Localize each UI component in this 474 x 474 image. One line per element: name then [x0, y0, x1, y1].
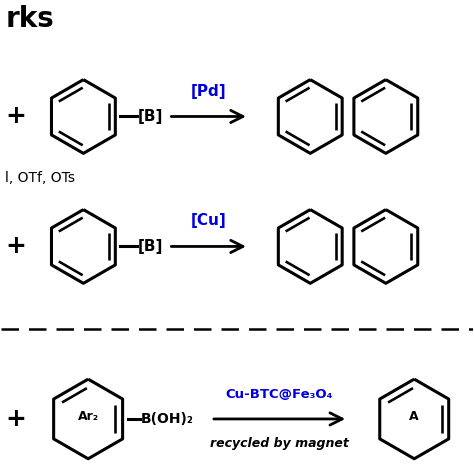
Text: +: +: [5, 235, 26, 258]
Text: A: A: [410, 410, 419, 423]
Text: B(OH)₂: B(OH)₂: [141, 412, 194, 426]
Text: Ar₂: Ar₂: [78, 410, 99, 423]
Text: [B]: [B]: [138, 239, 164, 254]
Text: +: +: [5, 104, 26, 128]
Text: [B]: [B]: [138, 109, 164, 124]
Text: recycled by magnet: recycled by magnet: [210, 437, 349, 450]
Text: l, OTf, OTs: l, OTf, OTs: [5, 171, 75, 185]
Text: +: +: [5, 407, 26, 431]
Text: rks: rks: [5, 5, 54, 34]
Text: Cu-BTC@Fe₃O₄: Cu-BTC@Fe₃O₄: [226, 388, 333, 401]
Text: [Pd]: [Pd]: [191, 83, 227, 99]
Text: [Cu]: [Cu]: [191, 213, 227, 228]
